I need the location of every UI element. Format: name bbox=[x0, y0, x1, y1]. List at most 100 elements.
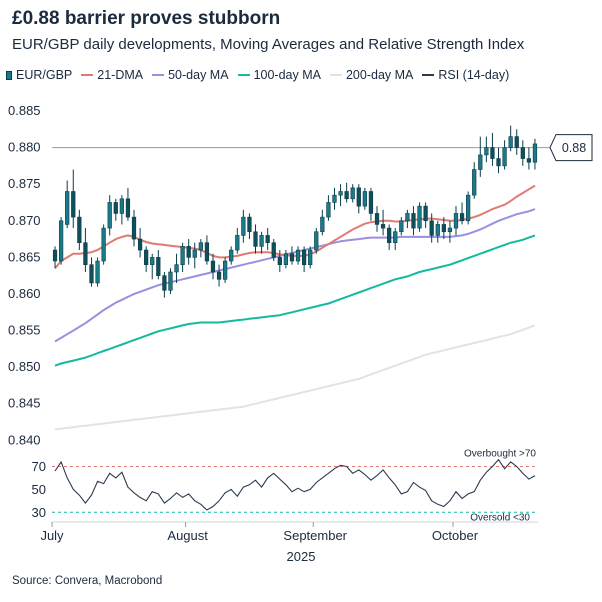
candle bbox=[387, 224, 392, 251]
candle-body bbox=[77, 216, 82, 244]
candle-body bbox=[223, 260, 228, 280]
candle-body bbox=[496, 158, 501, 167]
candle bbox=[514, 129, 519, 155]
line-swatch-icon bbox=[422, 74, 435, 76]
candle bbox=[508, 125, 513, 152]
line-swatch-icon bbox=[81, 74, 94, 76]
candle-body bbox=[125, 198, 131, 218]
candle bbox=[65, 180, 70, 229]
candle bbox=[301, 246, 307, 272]
candle-body bbox=[295, 249, 301, 262]
candle-body bbox=[374, 213, 380, 225]
callout-label: 0.88 bbox=[562, 141, 586, 155]
candle-body bbox=[447, 227, 453, 233]
candle bbox=[204, 235, 210, 265]
candle-body bbox=[107, 202, 112, 229]
price-tick-label: 0.880 bbox=[8, 140, 41, 155]
candle-swatch-icon bbox=[6, 70, 12, 80]
legend-label: 100-day MA bbox=[253, 68, 321, 82]
candle-body bbox=[301, 249, 307, 265]
candle-body bbox=[89, 264, 94, 284]
candle bbox=[119, 195, 124, 225]
candle-body bbox=[380, 224, 386, 229]
candle bbox=[174, 253, 179, 283]
candle-body bbox=[283, 253, 289, 265]
candle-body bbox=[472, 169, 477, 196]
candle-body bbox=[241, 216, 246, 236]
line-swatch-icon bbox=[329, 74, 342, 76]
candle bbox=[150, 253, 155, 280]
candle-body bbox=[259, 235, 264, 247]
price-tick-label: 0.855 bbox=[8, 323, 41, 338]
candle bbox=[472, 162, 477, 199]
legend-label: RSI (14-day) bbox=[438, 68, 510, 82]
candle bbox=[374, 206, 380, 232]
rsi-y-axis: 30 50 70 bbox=[32, 459, 46, 520]
candle-body bbox=[326, 202, 331, 218]
candle bbox=[332, 187, 337, 210]
line-swatch-icon bbox=[152, 74, 165, 76]
candle-body bbox=[387, 227, 392, 244]
candle-body bbox=[144, 249, 149, 265]
ma-line-21-dma bbox=[54, 184, 536, 269]
legend-label: 21-DMA bbox=[97, 68, 144, 82]
candle-body bbox=[95, 260, 100, 284]
candle-body bbox=[216, 271, 222, 280]
candle bbox=[229, 246, 234, 265]
x-tick-label: July bbox=[40, 528, 64, 543]
candle bbox=[344, 182, 349, 203]
legend-item-50ma: 50-day MA bbox=[152, 68, 229, 82]
candle-body bbox=[58, 220, 64, 262]
chart-title: £0.88 barrier proves stubborn bbox=[12, 8, 281, 29]
price-tick-label: 0.845 bbox=[8, 396, 41, 411]
candle bbox=[466, 191, 471, 225]
candle bbox=[277, 250, 282, 272]
candle-body bbox=[520, 147, 525, 159]
candle bbox=[478, 136, 483, 177]
candle bbox=[411, 206, 416, 236]
candle-body bbox=[253, 231, 258, 247]
candle bbox=[168, 268, 173, 294]
ma-line-200-day-ma bbox=[54, 324, 536, 431]
candle bbox=[526, 147, 532, 170]
candle-body bbox=[265, 235, 270, 244]
candle-body bbox=[514, 136, 519, 148]
oversold-label: Oversold <30 bbox=[470, 512, 530, 523]
candle-body bbox=[113, 202, 118, 214]
price-tick-label: 0.885 bbox=[8, 103, 41, 118]
candle bbox=[192, 242, 197, 269]
x-tick-label: August bbox=[167, 528, 208, 543]
price-tick-label: 0.865 bbox=[8, 249, 41, 264]
candle bbox=[393, 228, 398, 251]
candle-body bbox=[508, 136, 513, 148]
candle-body bbox=[65, 191, 70, 225]
candle bbox=[326, 195, 331, 221]
candle-body bbox=[393, 231, 398, 244]
candle-body bbox=[180, 246, 185, 265]
candle bbox=[502, 140, 507, 170]
candle bbox=[453, 206, 459, 236]
candle-body bbox=[368, 191, 374, 214]
legend-label: EUR/GBP bbox=[16, 68, 73, 82]
candle bbox=[265, 228, 270, 251]
candle bbox=[223, 257, 228, 283]
candle-body bbox=[484, 147, 489, 156]
legend-label: 200-day MA bbox=[345, 68, 414, 82]
candle bbox=[259, 231, 264, 254]
candle bbox=[113, 198, 118, 221]
candle-body bbox=[411, 213, 416, 229]
candle bbox=[289, 246, 295, 265]
candle-body bbox=[332, 194, 337, 203]
candle-body bbox=[101, 227, 106, 262]
candle-body bbox=[441, 224, 446, 233]
candle-body bbox=[308, 249, 313, 265]
candle bbox=[52, 246, 58, 269]
candle bbox=[532, 138, 538, 170]
candle bbox=[338, 184, 343, 207]
line-swatch-icon bbox=[237, 74, 250, 76]
candle-body bbox=[186, 246, 191, 258]
candle bbox=[95, 257, 100, 287]
candle bbox=[162, 272, 167, 298]
candle bbox=[180, 242, 185, 272]
